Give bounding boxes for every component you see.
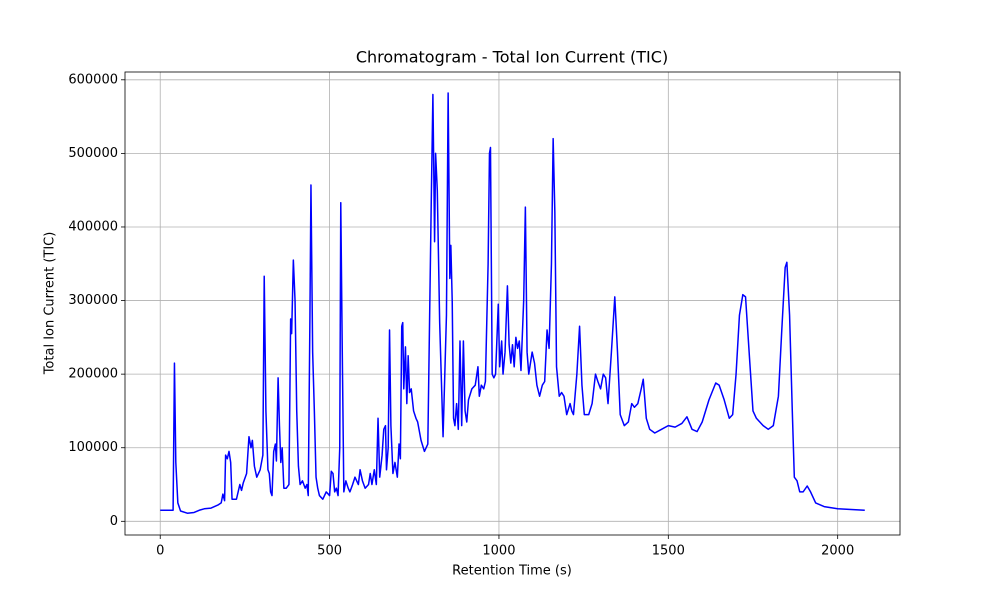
y-tick-label: 600000 [68, 72, 118, 87]
chart-title: Chromatogram - Total Ion Current (TIC) [356, 48, 668, 67]
plot-frame [124, 71, 901, 536]
y-tick-label: 400000 [68, 219, 118, 234]
x-tick-label: 1000 [482, 544, 515, 559]
y-axis-label: Total Ion Current (TIC) [43, 232, 58, 376]
y-tick-label: 100000 [68, 440, 118, 455]
y-tick-label: 300000 [68, 293, 118, 308]
x-tick-label: 500 [317, 544, 342, 559]
y-tick-label: 0 [110, 514, 118, 529]
y-tick-label: 500000 [68, 146, 118, 161]
x-tick-label: 1500 [652, 544, 685, 559]
x-axis-label: Retention Time (s) [452, 564, 572, 579]
line-series [160, 92, 865, 514]
x-tick-label: 0 [156, 544, 164, 559]
y-tick-label: 200000 [68, 367, 118, 382]
x-tick-label: 2000 [821, 544, 854, 559]
